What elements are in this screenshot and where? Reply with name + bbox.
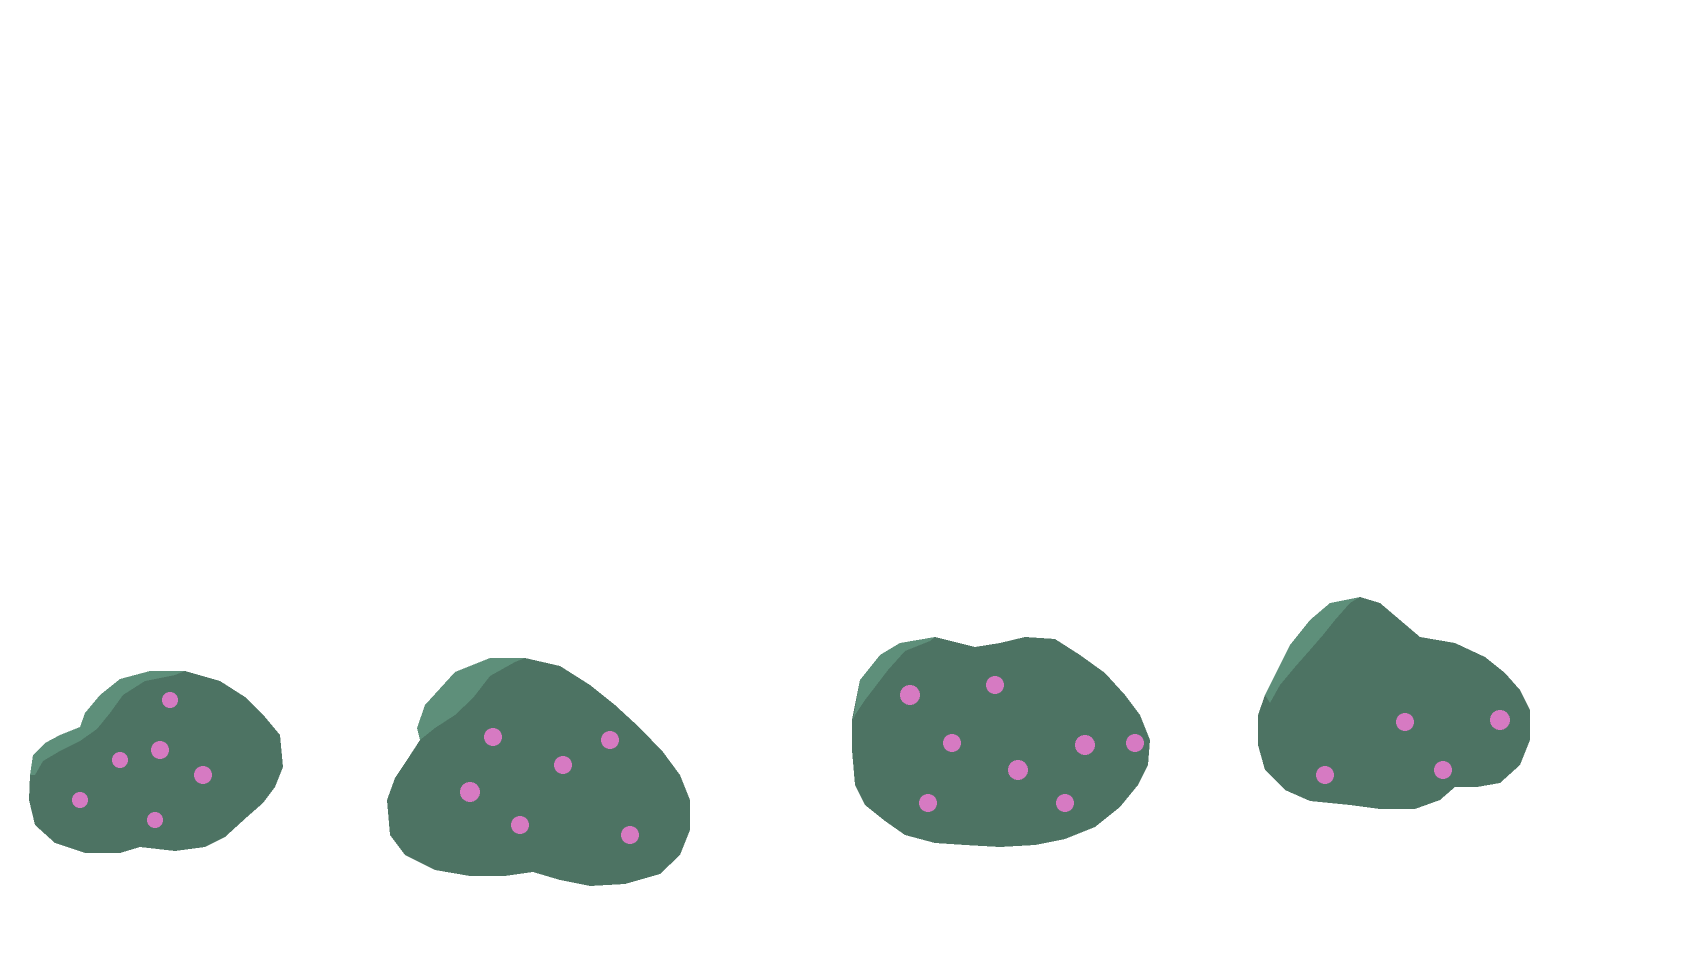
bush-highlight bbox=[30, 671, 185, 775]
flower-dot bbox=[601, 731, 619, 749]
flower-dot bbox=[621, 826, 639, 844]
flower-dot bbox=[147, 812, 163, 828]
flower-dot bbox=[919, 794, 937, 812]
flowering-bush-4 bbox=[1255, 595, 1580, 865]
flower-dot bbox=[151, 741, 169, 759]
flowering-bush-3 bbox=[850, 625, 1195, 890]
flower-dot bbox=[1008, 760, 1028, 780]
flowering-bush-2 bbox=[385, 650, 730, 910]
bush-highlight bbox=[1265, 597, 1360, 703]
flower-dot bbox=[900, 685, 920, 705]
flower-dot bbox=[943, 734, 961, 752]
flower-dot bbox=[162, 692, 178, 708]
bush-foliage bbox=[1258, 597, 1530, 809]
bush-foliage bbox=[852, 637, 1150, 847]
flower-dot bbox=[460, 782, 480, 802]
flower-dot bbox=[1126, 734, 1144, 752]
flower-dot bbox=[511, 816, 529, 834]
bush-highlight bbox=[417, 658, 525, 740]
flower-dot bbox=[1056, 794, 1074, 812]
flower-dot bbox=[194, 766, 212, 784]
flower-dot bbox=[1075, 735, 1095, 755]
flower-dot bbox=[112, 752, 128, 768]
flowering-bush-1 bbox=[25, 655, 290, 875]
bush-highlight bbox=[853, 637, 935, 720]
flower-dot bbox=[72, 792, 88, 808]
flower-dot bbox=[1316, 766, 1334, 784]
bush-foliage bbox=[387, 658, 690, 886]
flower-dot bbox=[1434, 761, 1452, 779]
flower-dot bbox=[986, 676, 1004, 694]
flower-dot bbox=[1490, 710, 1510, 730]
flower-dot bbox=[484, 728, 502, 746]
flower-dot bbox=[554, 756, 572, 774]
flower-dot bbox=[1396, 713, 1414, 731]
